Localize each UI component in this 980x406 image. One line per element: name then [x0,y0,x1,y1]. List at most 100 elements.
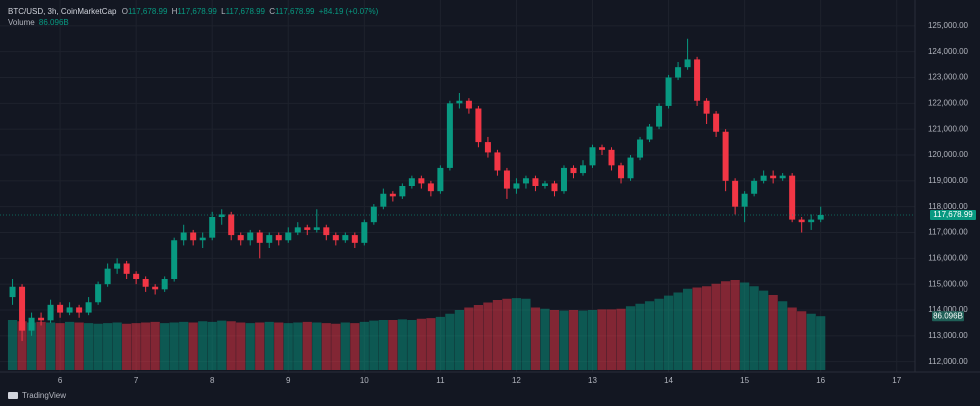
volume-bar [264,321,274,370]
y-tick-label: 113,000.00 [928,331,968,340]
volume-bar [616,308,626,370]
x-tick-label: 11 [436,376,445,385]
volume-tag-label: 86.096B [933,311,963,320]
candle-body [627,157,634,179]
x-tick-label: 15 [740,376,749,385]
candle-body [304,227,311,230]
candle-body [646,126,653,140]
volume-bar [7,320,18,370]
candle-body [332,235,339,241]
volume-bar [302,321,312,370]
volume-bar [644,301,655,370]
candle-body [532,178,539,186]
volume-bar [445,313,455,370]
candle-body [722,131,729,181]
volume-bar [416,318,426,370]
volume-tag [932,311,964,322]
candle-body [513,183,520,189]
volume-bar [521,298,531,370]
candle-body [209,217,216,238]
candle-body [66,307,73,313]
candle-body [247,232,254,241]
volume-bar [141,322,151,370]
last-price-label: 117,678.99 [933,210,973,219]
candle-body [446,103,453,168]
candle-body [808,219,815,223]
x-tick-label: 16 [816,376,825,385]
volume-bar [692,287,702,370]
volume-bar [759,290,769,370]
volume-bar [511,298,522,370]
candle-body [475,108,482,143]
last-price-tag [930,209,976,220]
candle-body [817,214,824,220]
candle-body [342,235,349,241]
volume-bar [331,323,341,370]
ohlc-value: 117,678.99 [128,7,168,16]
candles [0,38,915,341]
candle-body [47,304,54,321]
candle-body [618,165,625,179]
ohlc-key: H [172,7,178,16]
volume-pane [7,280,826,370]
x-tick-label: 10 [360,376,369,385]
volume-bar [388,320,398,370]
y-tick-label: 120,000.00 [928,150,969,159]
volume-bar [122,323,132,370]
volume-bar [36,321,46,370]
candle-body [798,219,805,223]
brand-name: TradingView [22,391,66,400]
change: +84.19 (+0.07%) [319,7,379,16]
candle-body [380,193,387,207]
candle-body [551,183,558,192]
candle-body [95,284,102,303]
volume-bar [473,305,484,370]
candle-body [57,304,64,313]
volume-bar [103,323,113,370]
volume-bar [711,283,721,370]
volume-bar [730,280,740,370]
symbol: BTC/USD, 3h, CoinMarketCap [8,7,117,16]
y-tick-label: 119,000.00 [928,176,968,185]
x-tick-label: 8 [210,376,215,385]
y-tick-label: 124,000.00 [928,47,969,56]
x-tick-label: 13 [588,376,597,385]
candle-body [256,232,263,243]
volume-bar [749,286,759,370]
candle-body [161,279,168,290]
x-tick-label: 14 [664,376,673,385]
candle-body [361,222,368,243]
candle-body [199,237,206,241]
candle-body [760,175,767,181]
candle-body [19,286,26,331]
candle-body [665,77,672,106]
candle-body [228,214,235,236]
candle-body [408,178,415,186]
brand-logo [8,392,18,399]
candle-body [427,183,434,192]
candle-body [28,317,35,331]
y-tick-label: 115,000.00 [928,279,968,288]
y-tick-label: 118,000.00 [928,202,968,211]
volume-bar [797,311,807,370]
candle-body [275,235,282,241]
volume-bar [435,316,445,370]
volume-bar [188,322,198,370]
volume-bar [559,310,569,370]
y-tick-label: 125,000.00 [928,21,969,30]
volume-bar [625,306,636,370]
ohlc-value: 117,678.99 [226,7,266,16]
candle-body [152,286,159,290]
candle-body [484,142,491,153]
volume-bar [207,321,217,370]
candle-body [294,227,301,233]
y-tick-label: 117,000.00 [928,228,968,237]
candle-body [370,206,377,223]
legend-header: BTC/USD, 3h, CoinMarketCap O117,678.99 H… [8,7,379,16]
candle-body [741,193,748,207]
volume-bar [682,288,693,370]
candle-body [579,165,586,174]
volume-bar [530,307,541,370]
candle-body [104,268,111,285]
